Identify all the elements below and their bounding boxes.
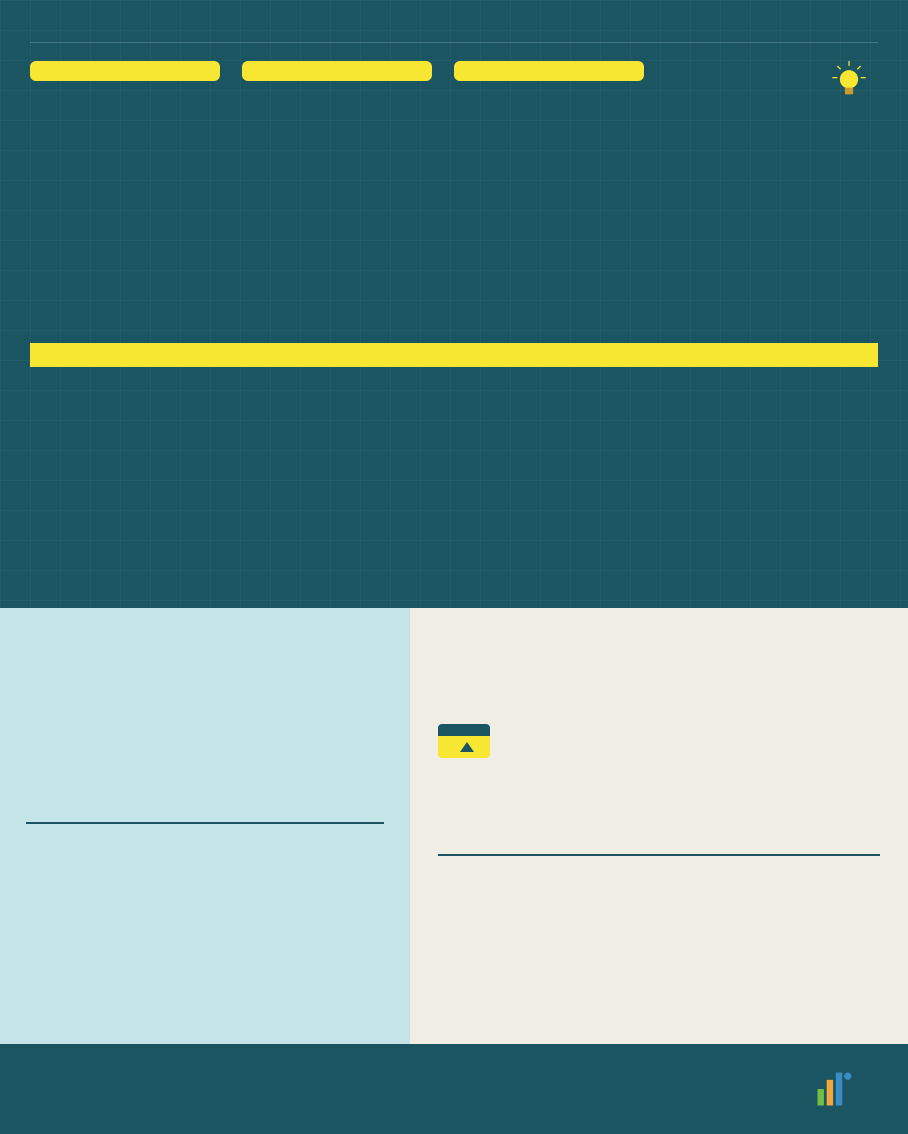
stat-row bbox=[30, 61, 878, 101]
lightbulb-icon bbox=[832, 61, 866, 101]
triangle-up-icon bbox=[460, 742, 474, 752]
ihpb-xaxis bbox=[30, 343, 878, 367]
ihpb-chart bbox=[30, 137, 878, 337]
footer bbox=[0, 1044, 908, 1134]
bottom-grid bbox=[0, 608, 908, 1044]
panel-konstruksi bbox=[410, 608, 908, 1044]
panel-inflasi-grosir bbox=[0, 608, 410, 1044]
bps-logo-icon bbox=[812, 1067, 856, 1111]
stat-card bbox=[242, 61, 432, 81]
konstruksi-badge bbox=[438, 724, 490, 758]
stat-card bbox=[454, 61, 644, 81]
top-section bbox=[0, 0, 908, 608]
bulb-note bbox=[832, 61, 878, 101]
konstruksi-bar-chart bbox=[438, 798, 880, 928]
stat-card bbox=[30, 61, 220, 81]
sector-bar-chart bbox=[26, 714, 384, 824]
divider bbox=[30, 42, 878, 43]
badge-value bbox=[438, 736, 490, 758]
badge-period bbox=[438, 724, 490, 736]
